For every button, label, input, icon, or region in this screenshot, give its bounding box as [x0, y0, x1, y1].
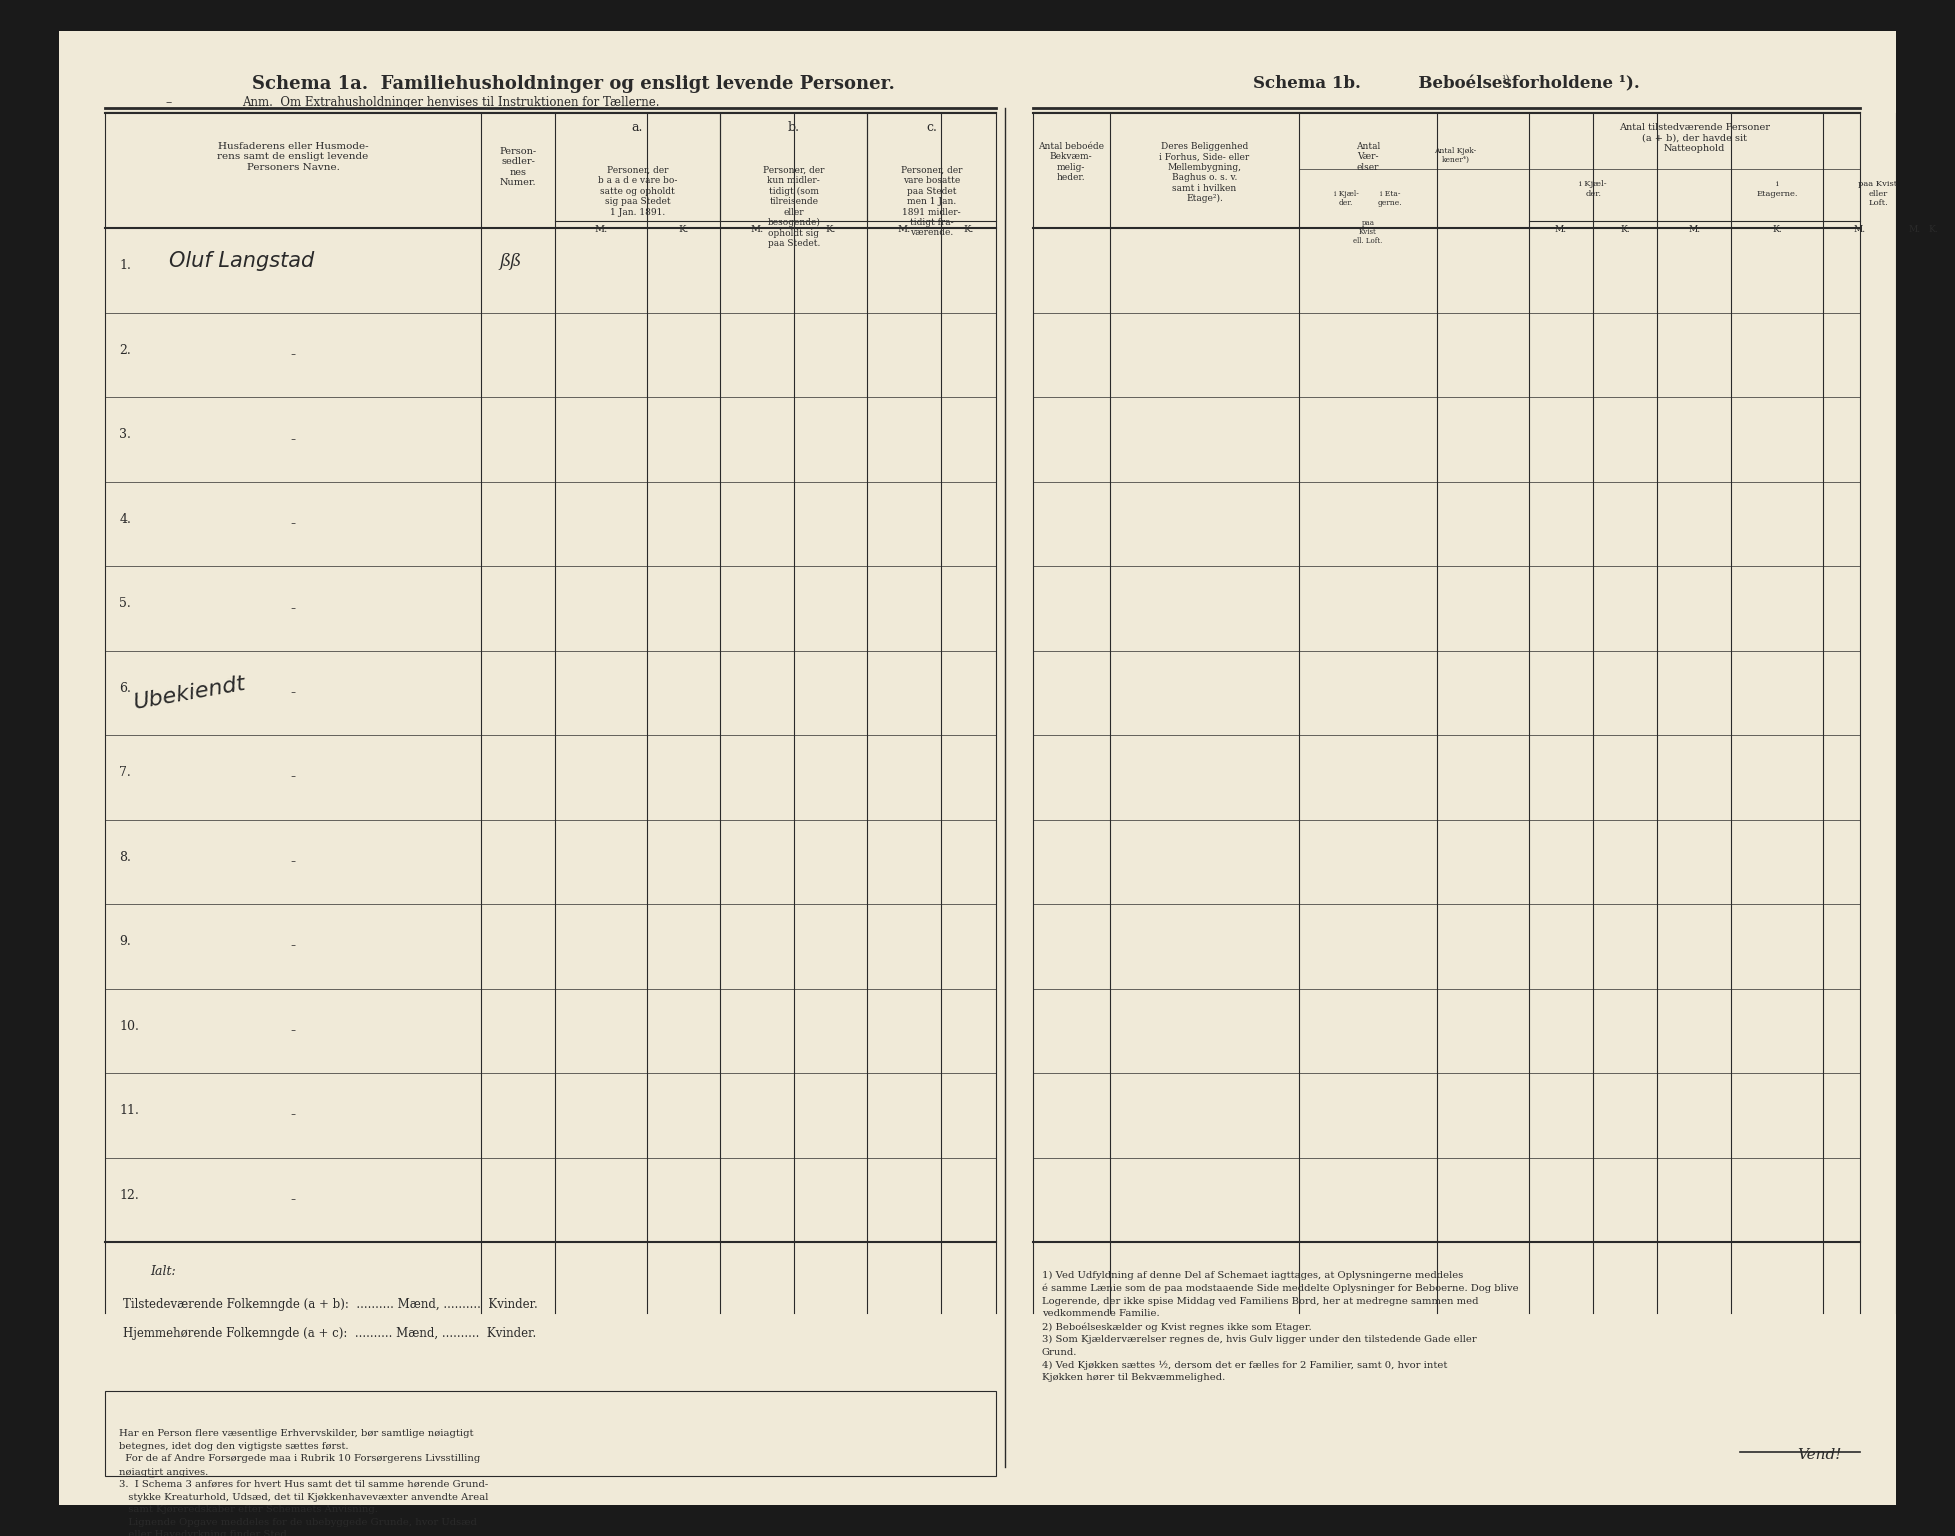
Text: i Kjæl-
der.: i Kjæl- der. — [1580, 181, 1607, 198]
Text: M.: M. — [1853, 224, 1865, 233]
Text: -: - — [291, 1193, 295, 1207]
Text: Personer, der
vare bosatte
paa Stedet
men 1 Jan.
1891 midler-
tidigt fra-
værend: Personer, der vare bosatte paa Stedet me… — [901, 166, 962, 238]
Text: -: - — [291, 856, 295, 869]
Text: -: - — [291, 771, 295, 785]
Text: K.: K. — [964, 224, 974, 233]
Text: Husfaderens eller Husmode-
rens samt de ensligt levende
Personers Navne.: Husfaderens eller Husmode- rens samt de … — [217, 143, 369, 172]
Text: Schema 1a.  Familiehusholdninger og ensligt levende Personer.: Schema 1a. Familiehusholdninger og ensli… — [252, 75, 895, 92]
Text: 8.: 8. — [119, 851, 131, 863]
Text: a.: a. — [631, 121, 643, 134]
Text: 12.: 12. — [119, 1189, 139, 1201]
Text: b.: b. — [788, 121, 800, 134]
Text: -: - — [291, 518, 295, 531]
Text: K.: K. — [1928, 224, 1937, 233]
Text: 11.: 11. — [119, 1104, 139, 1117]
Text: M.: M. — [594, 224, 608, 233]
Text: Person-
sedler-
nes
Numer.: Person- sedler- nes Numer. — [500, 147, 536, 187]
Text: K.: K. — [825, 224, 835, 233]
Text: 1.: 1. — [119, 260, 131, 272]
Text: Antal beboéde
Bekvæm-
melig-
heder.: Antal beboéde Bekvæm- melig- heder. — [1038, 143, 1105, 183]
Text: Personer, der
kun midler-
tidigt (som
tilreisende
eller
besogende)
opholdt sig
p: Personer, der kun midler- tidigt (som ti… — [762, 166, 825, 249]
Text: –: – — [166, 95, 172, 109]
Text: 10.: 10. — [119, 1020, 139, 1032]
Text: Vend!: Vend! — [1797, 1448, 1842, 1462]
Text: -: - — [291, 349, 295, 362]
Text: M.: M. — [1554, 224, 1568, 233]
Text: Anm.  Om Extrahusholdninger henvises til Instruktionen for Tællerne.: Anm. Om Extrahusholdninger henvises til … — [242, 95, 661, 109]
Text: Personer, der
b a a d e vare bo-
satte og opholdt
sig paa Stedet
1 Jan. 1891.: Personer, der b a a d e vare bo- satte o… — [598, 166, 676, 217]
Text: 5.: 5. — [119, 598, 131, 610]
Text: 7.: 7. — [119, 766, 131, 779]
Text: paa
Kvist
ell. Loft.: paa Kvist ell. Loft. — [1353, 220, 1382, 246]
Text: 9.: 9. — [119, 935, 131, 948]
Text: Antal Kjøk-
kener⁴): Antal Kjøk- kener⁴) — [1435, 147, 1476, 164]
Text: ßß: ßß — [500, 252, 522, 270]
Text: 3.: 3. — [119, 429, 131, 441]
Text: Ialt:: Ialt: — [151, 1264, 176, 1278]
Text: -: - — [291, 1109, 295, 1123]
Text: M.: M. — [751, 224, 764, 233]
Text: M.: M. — [1908, 224, 1922, 233]
Text: i Kjæl-
der.: i Kjæl- der. — [1333, 190, 1359, 207]
Text: Hjemmehørende Folkemngde (a + c):  .......... Mænd, ..........  Kvinder.: Hjemmehørende Folkemngde (a + c): ......… — [123, 1327, 536, 1339]
Text: Tilstedeværende Folkemngde (a + b):  .......... Mænd, ..........  Kvinder.: Tilstedeværende Folkemngde (a + b): ....… — [123, 1298, 538, 1312]
Text: K.: K. — [1621, 224, 1630, 233]
Text: -: - — [291, 940, 295, 954]
Text: i
Etagerne.: i Etagerne. — [1756, 181, 1799, 198]
Text: M.: M. — [897, 224, 911, 233]
Text: Antal
Vær-
elser: Antal Vær- elser — [1357, 143, 1380, 172]
Text: Ubekiendt: Ubekiendt — [133, 673, 248, 713]
Text: 4.: 4. — [119, 513, 131, 525]
Text: ¹): ¹) — [1501, 75, 1509, 84]
Text: Deres Beliggenhed
i Forhus, Side- eller
Mellembygning,
Baghus o. s. v.
samt i hv: Deres Beliggenhed i Forhus, Side- eller … — [1159, 143, 1249, 203]
Text: K.: K. — [1771, 224, 1781, 233]
Text: 2.: 2. — [119, 344, 131, 356]
Text: 6.: 6. — [119, 682, 131, 694]
Text: -: - — [291, 602, 295, 616]
Text: paa Kvist
eller
Loft.: paa Kvist eller Loft. — [1859, 181, 1898, 207]
Text: M.: M. — [1687, 224, 1701, 233]
Text: -: - — [291, 687, 295, 700]
Text: Antal tilstedværende Personer
(a + b), der havde sit
Natteophold: Antal tilstedværende Personer (a + b), d… — [1619, 123, 1769, 152]
Text: Har en Person flere væsentlige Erhvervskilder, bør samtlige nøiagtigt
betegnes, : Har en Person flere væsentlige Erhvervsk… — [119, 1430, 489, 1536]
Text: 1) Ved Udfyldning af denne Del af Schemaet iagttages, at Oplysningerne meddeles
: 1) Ved Udfyldning af denne Del af Schema… — [1042, 1272, 1519, 1382]
Text: -: - — [291, 1025, 295, 1038]
Text: K.: K. — [678, 224, 688, 233]
Text: Schema 1b.          Beboélsesforholdene ¹).: Schema 1b. Beboélsesforholdene ¹). — [1253, 75, 1640, 92]
Text: Oluf Langstad: Oluf Langstad — [168, 250, 315, 272]
Text: -: - — [291, 433, 295, 447]
Text: c.: c. — [927, 121, 936, 134]
Bar — [106, 1392, 995, 1476]
Text: i Eta-
gerne.: i Eta- gerne. — [1378, 190, 1402, 207]
